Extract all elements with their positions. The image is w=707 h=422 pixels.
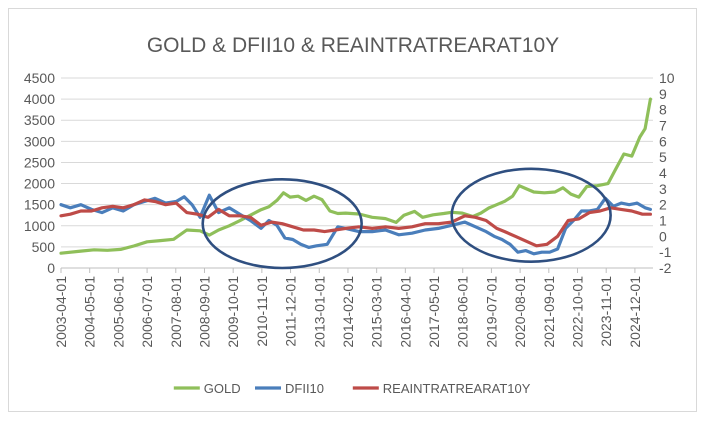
x-tick-label: 2023-11-01 bbox=[598, 276, 614, 347]
y-left-tick-label: 2000 bbox=[24, 176, 55, 192]
y-right-tick-label: 7 bbox=[659, 118, 667, 134]
y-right-tick-label: 8 bbox=[659, 102, 667, 118]
x-tick-label: 2006-07-01 bbox=[139, 276, 155, 348]
y-left-tick-label: 2500 bbox=[24, 154, 55, 170]
series-line-gold bbox=[59, 97, 653, 255]
x-tick-label: 2011-12-01 bbox=[283, 276, 299, 347]
y-left-tick-label: 3500 bbox=[24, 112, 55, 128]
legend-label-dfii10: DFII10 bbox=[285, 381, 324, 396]
y-left-tick-label: 0 bbox=[47, 260, 55, 276]
y-right-tick-label: 3 bbox=[659, 181, 667, 197]
y-right-tick-label: -2 bbox=[659, 260, 672, 276]
x-tick-label: 2022-10-01 bbox=[570, 276, 586, 348]
y-right-tick-label: 4 bbox=[659, 165, 667, 181]
y-left-tick-label: 4500 bbox=[24, 70, 55, 86]
x-tick-label: 2016-04-01 bbox=[397, 276, 413, 348]
series-line-reaintratrearat10y bbox=[59, 198, 653, 248]
y-left-tick-label: 1000 bbox=[24, 218, 55, 234]
y-axis-left: 0 500 1000 1500 2000 2500 3000 3500 4000 4500 bbox=[24, 70, 55, 276]
highlight-ellipse-1 bbox=[201, 178, 363, 270]
x-tick-label: 2007-08-01 bbox=[168, 276, 184, 348]
y-right-tick-label: 2 bbox=[659, 197, 667, 213]
x-tick-label: 2021-09-01 bbox=[541, 276, 557, 348]
y-left-tick-label: 4000 bbox=[24, 91, 55, 107]
legend: GOLD DFII10 REAINTRATREARAT10Y bbox=[173, 381, 531, 396]
series-lines bbox=[59, 97, 653, 256]
y-left-tick-label: 1500 bbox=[24, 197, 55, 213]
x-axis: 2003-04-01 2004-05-01 2005-06-01 2006-07-01… bbox=[53, 267, 653, 348]
y-left-tick-label: 500 bbox=[32, 239, 56, 255]
y-right-tick-label: 5 bbox=[659, 149, 667, 165]
x-tick-label: 2008-09-01 bbox=[196, 276, 212, 348]
y-left-tick-label: 3000 bbox=[24, 133, 55, 149]
x-tick-label: 2015-03-01 bbox=[369, 276, 385, 348]
y-right-tick-label: 1 bbox=[659, 213, 667, 229]
x-tick-label: 2005-06-01 bbox=[110, 276, 126, 348]
x-tick-label: 2013-01-01 bbox=[311, 276, 327, 348]
x-tick-label: 2020-08-01 bbox=[512, 276, 528, 348]
x-tick-label: 2018-06-01 bbox=[455, 276, 471, 348]
annotations bbox=[201, 167, 612, 270]
y-right-tick-label: 10 bbox=[659, 70, 675, 86]
legend-label-gold: GOLD bbox=[204, 381, 241, 396]
y-right-tick-label: -1 bbox=[659, 244, 672, 260]
x-tick-label: 2024-12-01 bbox=[627, 276, 643, 348]
x-tick-label: 2004-05-01 bbox=[82, 276, 98, 348]
x-tick-label: 2017-05-01 bbox=[426, 276, 442, 348]
x-tick-label: 2014-02-01 bbox=[340, 276, 356, 348]
y-right-tick-label: 0 bbox=[659, 228, 667, 244]
x-tick-label: 2009-10-01 bbox=[225, 276, 241, 348]
x-tick-label: 2010-11-01 bbox=[254, 276, 270, 347]
legend-label-reaintratrearat10y: REAINTRATREARAT10Y bbox=[383, 381, 531, 396]
y-right-tick-label: 9 bbox=[659, 86, 667, 102]
chart-title: GOLD & DFII10 & REAINTRATREARAT10Y bbox=[147, 34, 559, 57]
highlight-ellipse-2 bbox=[450, 167, 612, 263]
series-line-dfii10 bbox=[59, 193, 653, 256]
y-right-tick-label: 6 bbox=[659, 133, 667, 149]
x-tick-label: 2003-04-01 bbox=[53, 276, 69, 348]
x-tick-label: 2019-07-01 bbox=[483, 276, 499, 348]
